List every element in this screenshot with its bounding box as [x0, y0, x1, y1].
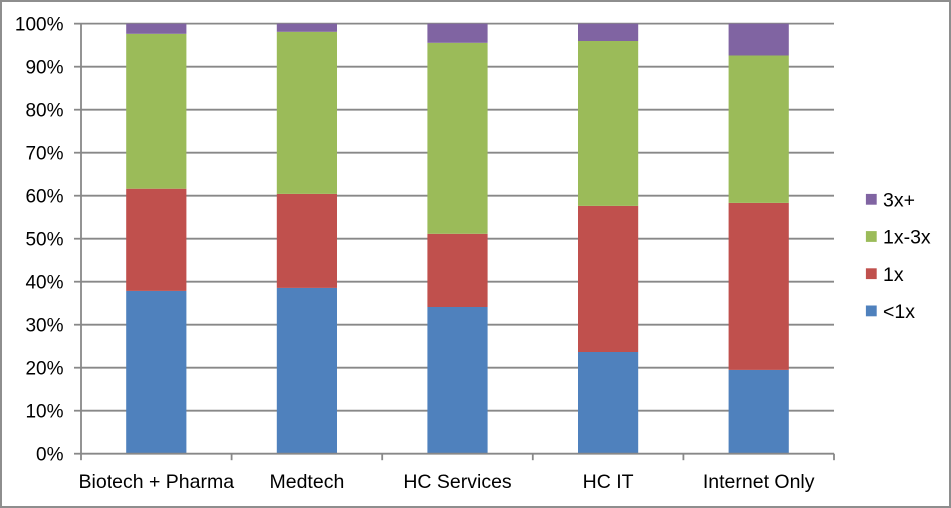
svg-text:90%: 90%	[25, 57, 63, 78]
svg-text:Medtech: Medtech	[270, 471, 345, 493]
svg-text:80%: 80%	[25, 100, 63, 121]
svg-text:Internet Only: Internet Only	[703, 471, 815, 493]
svg-text:50%: 50%	[25, 229, 63, 250]
svg-text:HC Services: HC Services	[403, 471, 512, 493]
svg-text:70%: 70%	[25, 143, 63, 164]
svg-text:HC IT: HC IT	[583, 471, 634, 493]
svg-text:40%: 40%	[25, 272, 63, 293]
svg-text:Biotech + Pharma: Biotech + Pharma	[79, 471, 235, 493]
svg-text:0%: 0%	[36, 444, 64, 465]
svg-text:10%: 10%	[25, 401, 63, 422]
svg-text:100%: 100%	[15, 14, 64, 35]
svg-text:60%: 60%	[25, 186, 63, 207]
svg-text:1x-3x: 1x-3x	[883, 227, 931, 249]
svg-text:1x: 1x	[883, 264, 904, 286]
svg-text:<1x: <1x	[883, 301, 915, 323]
svg-text:3x+: 3x+	[883, 189, 915, 211]
svg-text:20%: 20%	[25, 358, 63, 379]
svg-text:30%: 30%	[25, 315, 63, 336]
